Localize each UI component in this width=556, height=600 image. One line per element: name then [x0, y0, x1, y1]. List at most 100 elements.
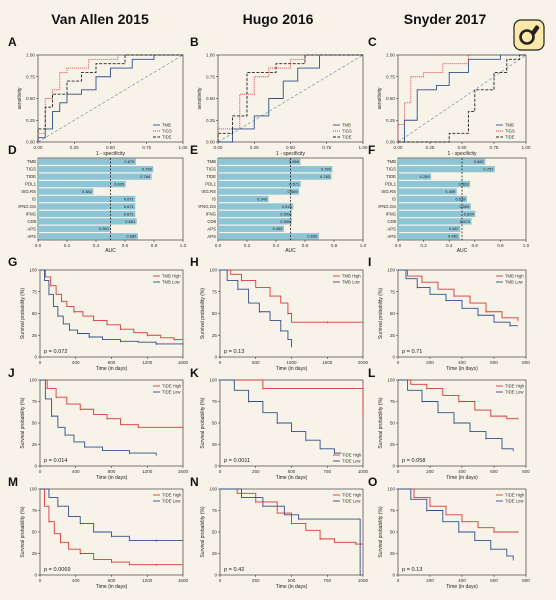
- series-line: [40, 379, 157, 456]
- bar: [398, 180, 471, 188]
- panel-n: N 0 250 500 750 1000 0 25 50 75 100 Time (in days) S…: [190, 475, 369, 590]
- chance-diagonal: [397, 54, 527, 143]
- bar-value-label: 0.509: [280, 211, 291, 216]
- y-tick-label: 0.25: [206, 118, 215, 123]
- x-tick-label: 750: [323, 469, 331, 474]
- x-tick-label: 0: [219, 469, 222, 474]
- bar: [218, 180, 301, 188]
- x-tick-label: 800: [522, 469, 530, 474]
- legend-label: TIDE Low: [342, 499, 361, 504]
- y-axis-label: Survival probability (%): [378, 506, 384, 557]
- bar-value-label: 0.455: [272, 226, 283, 231]
- y-tick-label: 25: [212, 333, 218, 338]
- panel-label: K: [190, 366, 199, 380]
- bar-category-label: APS: [387, 234, 396, 239]
- y-tick-label: 75: [32, 508, 38, 513]
- x-tick-label: 0: [219, 360, 222, 365]
- x-tick-label: 1200: [142, 469, 153, 474]
- y-tick-label: 75: [212, 508, 218, 513]
- bar-category-label: IS: [392, 197, 396, 202]
- x-tick-label: 0.00: [214, 145, 223, 150]
- y-tick-label: 50: [32, 530, 38, 535]
- y-tick-label: 0: [34, 355, 37, 360]
- bar-category-label: PDL1: [385, 182, 396, 187]
- legend-label: TIDE: [162, 135, 172, 140]
- x-tick-label: 500: [252, 360, 260, 365]
- bar-category-label: TIDE: [26, 174, 36, 179]
- x-tick-label: 0.00: [34, 145, 43, 150]
- x-tick-label: 0: [397, 469, 400, 474]
- y-axis-label: Survival probability (%): [20, 288, 26, 339]
- p-value-label: p = 0.0069: [44, 567, 71, 573]
- bar: [38, 210, 136, 218]
- legend-label: TMB: [342, 123, 351, 128]
- series-line: [398, 269, 518, 327]
- bar-category-label: APS: [207, 234, 216, 239]
- y-tick-label: 50: [212, 530, 218, 535]
- bar: [38, 166, 154, 173]
- y-axis-label: Survival probability (%): [378, 397, 384, 448]
- x-tick-label: 750: [323, 578, 331, 583]
- y-tick-label: 100: [209, 378, 217, 383]
- series-line: [40, 269, 183, 341]
- y-tick-label: 25: [212, 551, 218, 556]
- bar-category-label: APS: [207, 226, 216, 231]
- y-tick-label: 100: [387, 487, 395, 492]
- y-tick-label: 0.75: [386, 74, 395, 79]
- x-tick-label: 0.8: [151, 243, 158, 248]
- bar-value-label: 0.682: [474, 159, 485, 164]
- x-tick-label: 0: [397, 360, 400, 365]
- x-tick-label: 1.00: [179, 145, 188, 150]
- bar-category-label: PDL1: [205, 182, 216, 187]
- y-tick-label: 0: [392, 355, 395, 360]
- bar: [218, 188, 300, 195]
- y-tick-label: 0.50: [206, 96, 215, 101]
- x-tick-label: 1200: [142, 360, 153, 365]
- y-tick-label: 0: [392, 464, 395, 469]
- legend-label: TMB Low: [342, 280, 361, 285]
- x-tick-label: 0.8: [497, 243, 504, 248]
- y-tick-label: 0: [214, 464, 217, 469]
- bar: [218, 210, 292, 218]
- y-tick-label: 0: [34, 464, 37, 469]
- y-tick-label: 50: [390, 311, 396, 316]
- series-line: [218, 54, 363, 143]
- panel-h: H 0 500 1000 1500 2000 0 25 50 75 100 Time (in days…: [190, 255, 369, 372]
- panel-label: M: [8, 475, 18, 489]
- panels-layer: A0.00 0.25 0.50 0.75 1.000.000.250.500.751.0…: [8, 35, 531, 590]
- legend-label: TIDE Low: [162, 390, 181, 395]
- x-tick-label: 250: [252, 578, 260, 583]
- bar-value-label: 0.382: [82, 189, 93, 194]
- x-tick-label: 1.0: [360, 243, 367, 248]
- bar: [218, 225, 284, 232]
- panel-label: C: [368, 35, 377, 49]
- bar-value-label: 0.481: [448, 234, 459, 239]
- bar-value-label: 0.784: [140, 174, 151, 179]
- panel-f: F TMB 0.682 TIGS 0.757 TIDE 0.259 PDL1 0.563 ISG.…: [368, 143, 530, 254]
- y-tick-label: 0.25: [26, 118, 35, 123]
- bar-category-label: IFNG.GS: [378, 204, 396, 209]
- bar-category-label: CD8: [207, 219, 216, 224]
- series-line: [217, 54, 363, 142]
- bar-value-label: 0.569: [289, 159, 300, 164]
- bar: [38, 233, 138, 240]
- series-line: [220, 379, 342, 454]
- x-tick-label: 0: [219, 578, 222, 583]
- bar-value-label: 0.681: [125, 219, 136, 224]
- x-tick-label: 800: [108, 360, 116, 365]
- bar-category-label: IFNG.GS: [18, 204, 36, 209]
- x-tick-label: 400: [72, 578, 80, 583]
- legend-label: TIGS: [162, 129, 172, 134]
- x-tick-label: 1.0: [180, 243, 187, 248]
- bar-value-label: 0.789: [321, 167, 332, 172]
- y-tick-label: 75: [390, 508, 396, 513]
- chance-diagonal: [37, 54, 184, 143]
- x-tick-label: 0.00: [394, 145, 403, 150]
- bar-category-label: TIGS: [386, 167, 396, 172]
- x-tick-label: 0.25: [250, 145, 259, 150]
- bar-value-label: 0.757: [483, 167, 494, 172]
- x-tick-label: 400: [458, 469, 466, 474]
- x-axis-label: Time (in days): [276, 366, 308, 372]
- x-tick-label: 0: [397, 578, 400, 583]
